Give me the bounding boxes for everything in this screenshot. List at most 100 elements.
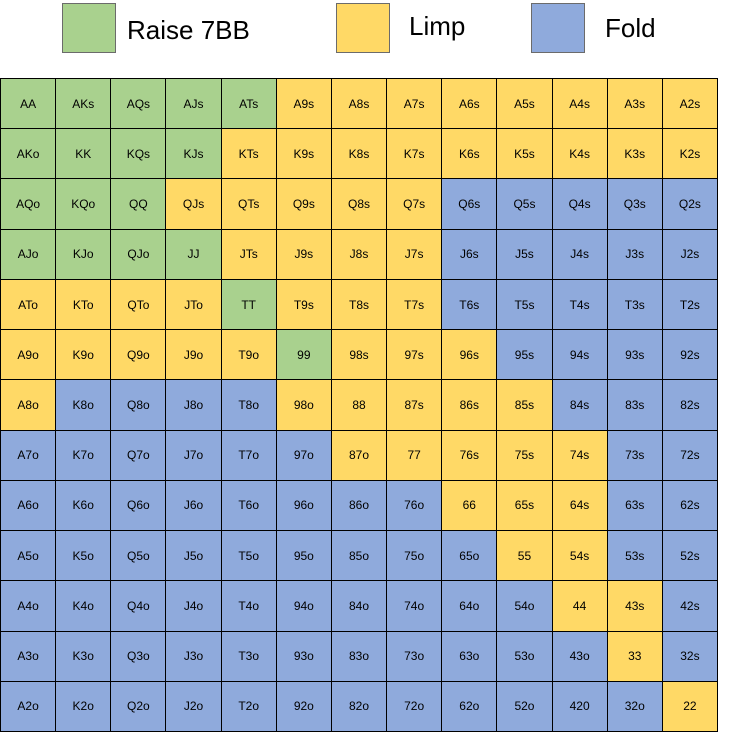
hand-cell: J2s bbox=[662, 229, 718, 280]
hand-cell: 32o bbox=[607, 681, 663, 732]
legend-label-raise: Raise 7BB bbox=[127, 15, 250, 45]
hand-cell: 52s bbox=[662, 531, 718, 582]
hand-cell: J4s bbox=[552, 229, 608, 280]
hand-cell: 66 bbox=[442, 480, 498, 532]
hand-cell: QTs bbox=[221, 179, 277, 230]
hand-cell: 93s bbox=[607, 330, 663, 381]
hand-cell: AQo bbox=[1, 179, 57, 230]
hand-cell: 86o bbox=[331, 480, 388, 532]
hand-cell: 85s bbox=[497, 380, 553, 431]
hand-cell: Q6o bbox=[111, 480, 167, 532]
hand-cell: J8s bbox=[331, 229, 388, 280]
hand-cell: T6s bbox=[442, 279, 498, 331]
hand-cell: A3o bbox=[1, 631, 57, 682]
hand-cell: 98o bbox=[276, 380, 332, 431]
hand-cell: A4o bbox=[1, 581, 57, 632]
hand-range-grid: AA AKs AQs AJs ATs A9s A8s A7s A6s A5s A4s A3s A2s AK… bbox=[0, 78, 718, 732]
hand-cell: 83o bbox=[331, 631, 388, 682]
hand-cell: KQs bbox=[111, 129, 167, 180]
hand-cell: 65o bbox=[442, 531, 498, 582]
hand-cell: 73s bbox=[607, 430, 663, 481]
hand-cell: JJ bbox=[166, 229, 222, 280]
hand-cell: 53s bbox=[607, 531, 663, 582]
hand-cell: 94s bbox=[552, 330, 608, 381]
hand-cell: 95s bbox=[497, 330, 553, 381]
hand-cell: Q2s bbox=[662, 179, 718, 230]
hand-cell: A6o bbox=[1, 480, 57, 532]
hand-cell: K3o bbox=[56, 631, 112, 682]
legend-item-fold: Fold bbox=[531, 3, 671, 53]
hand-cell: ATs bbox=[221, 79, 277, 130]
legend-swatch-limp bbox=[336, 3, 390, 53]
hand-cell: K2o bbox=[56, 681, 112, 732]
hand-cell: 75s bbox=[497, 430, 553, 481]
hand-cell: A4s bbox=[552, 79, 608, 130]
legend-label-limp: Limp bbox=[409, 11, 466, 41]
legend-label-fold: Fold bbox=[605, 13, 656, 43]
hand-cell: Q3o bbox=[111, 631, 167, 682]
hand-cell: T7s bbox=[387, 279, 443, 331]
hand-cell: T5o bbox=[221, 531, 277, 582]
hand-cell: Q8s bbox=[331, 179, 388, 230]
hand-cell: 96o bbox=[276, 480, 332, 532]
hand-cell: K2s bbox=[662, 129, 718, 180]
hand-cell: T7o bbox=[221, 430, 277, 481]
hand-cell: A5o bbox=[1, 531, 57, 582]
hand-cell: 98s bbox=[331, 330, 388, 381]
hand-cell: T8o bbox=[221, 380, 277, 431]
hand-cell: JTo bbox=[166, 279, 222, 331]
hand-cell: QJo bbox=[111, 229, 167, 280]
hand-cell: A3s bbox=[607, 79, 663, 130]
hand-cell: AA bbox=[1, 79, 57, 130]
hand-cell: T8s bbox=[331, 279, 388, 331]
hand-cell: 76s bbox=[442, 430, 498, 481]
hand-cell: T9s bbox=[276, 279, 332, 331]
legend-item-raise: Raise 7BB bbox=[62, 3, 262, 53]
hand-cell: 96s bbox=[442, 330, 498, 381]
hand-cell: 73o bbox=[387, 631, 443, 682]
hand-cell: 74o bbox=[387, 581, 443, 632]
hand-cell: Q7s bbox=[387, 179, 443, 230]
hand-cell: 22 bbox=[662, 681, 718, 732]
hand-cell: J2o bbox=[166, 681, 222, 732]
hand-cell: A8s bbox=[331, 79, 388, 130]
hand-cell: 65s bbox=[497, 480, 553, 532]
hand-cell: 44 bbox=[552, 581, 608, 632]
hand-cell: KTs bbox=[221, 129, 277, 180]
hand-cell: K7o bbox=[56, 430, 112, 481]
hand-cell: KTo bbox=[56, 279, 112, 331]
hand-cell: Q6s bbox=[442, 179, 498, 230]
hand-cell: A8o bbox=[1, 380, 57, 431]
hand-cell: AJs bbox=[166, 79, 222, 130]
hand-cell: 63s bbox=[607, 480, 663, 532]
hand-cell: AQs bbox=[111, 79, 167, 130]
hand-cell: T2s bbox=[662, 279, 718, 331]
hand-cell: KJs bbox=[166, 129, 222, 180]
hand-cell: 75o bbox=[387, 531, 443, 582]
hand-cell: K5o bbox=[56, 531, 112, 582]
hand-cell: AKo bbox=[1, 129, 57, 180]
hand-cell: 74s bbox=[552, 430, 608, 481]
hand-cell: J3o bbox=[166, 631, 222, 682]
hand-cell: A2o bbox=[1, 681, 57, 732]
hand-cell: 64o bbox=[442, 581, 498, 632]
hand-cell: 52o bbox=[497, 681, 553, 732]
hand-cell: 97o bbox=[276, 430, 332, 481]
hand-cell: 84s bbox=[552, 380, 608, 431]
hand-cell: J4o bbox=[166, 581, 222, 632]
legend-swatch-raise bbox=[62, 3, 116, 53]
hand-cell: AJo bbox=[1, 229, 57, 280]
hand-cell: A6s bbox=[442, 79, 498, 130]
hand-cell: TT bbox=[221, 279, 277, 331]
hand-cell: A5s bbox=[497, 79, 553, 130]
hand-cell: J9s bbox=[276, 229, 332, 280]
hand-cell: 83s bbox=[607, 380, 663, 431]
hand-cell: J9o bbox=[166, 330, 222, 381]
hand-cell: J6s bbox=[442, 229, 498, 280]
hand-cell: 53o bbox=[497, 631, 553, 682]
hand-cell: J6o bbox=[166, 480, 222, 532]
hand-cell: ATo bbox=[1, 279, 57, 331]
hand-cell: T2o bbox=[221, 681, 277, 732]
hand-cell: A9s bbox=[276, 79, 332, 130]
hand-cell: 93o bbox=[276, 631, 332, 682]
